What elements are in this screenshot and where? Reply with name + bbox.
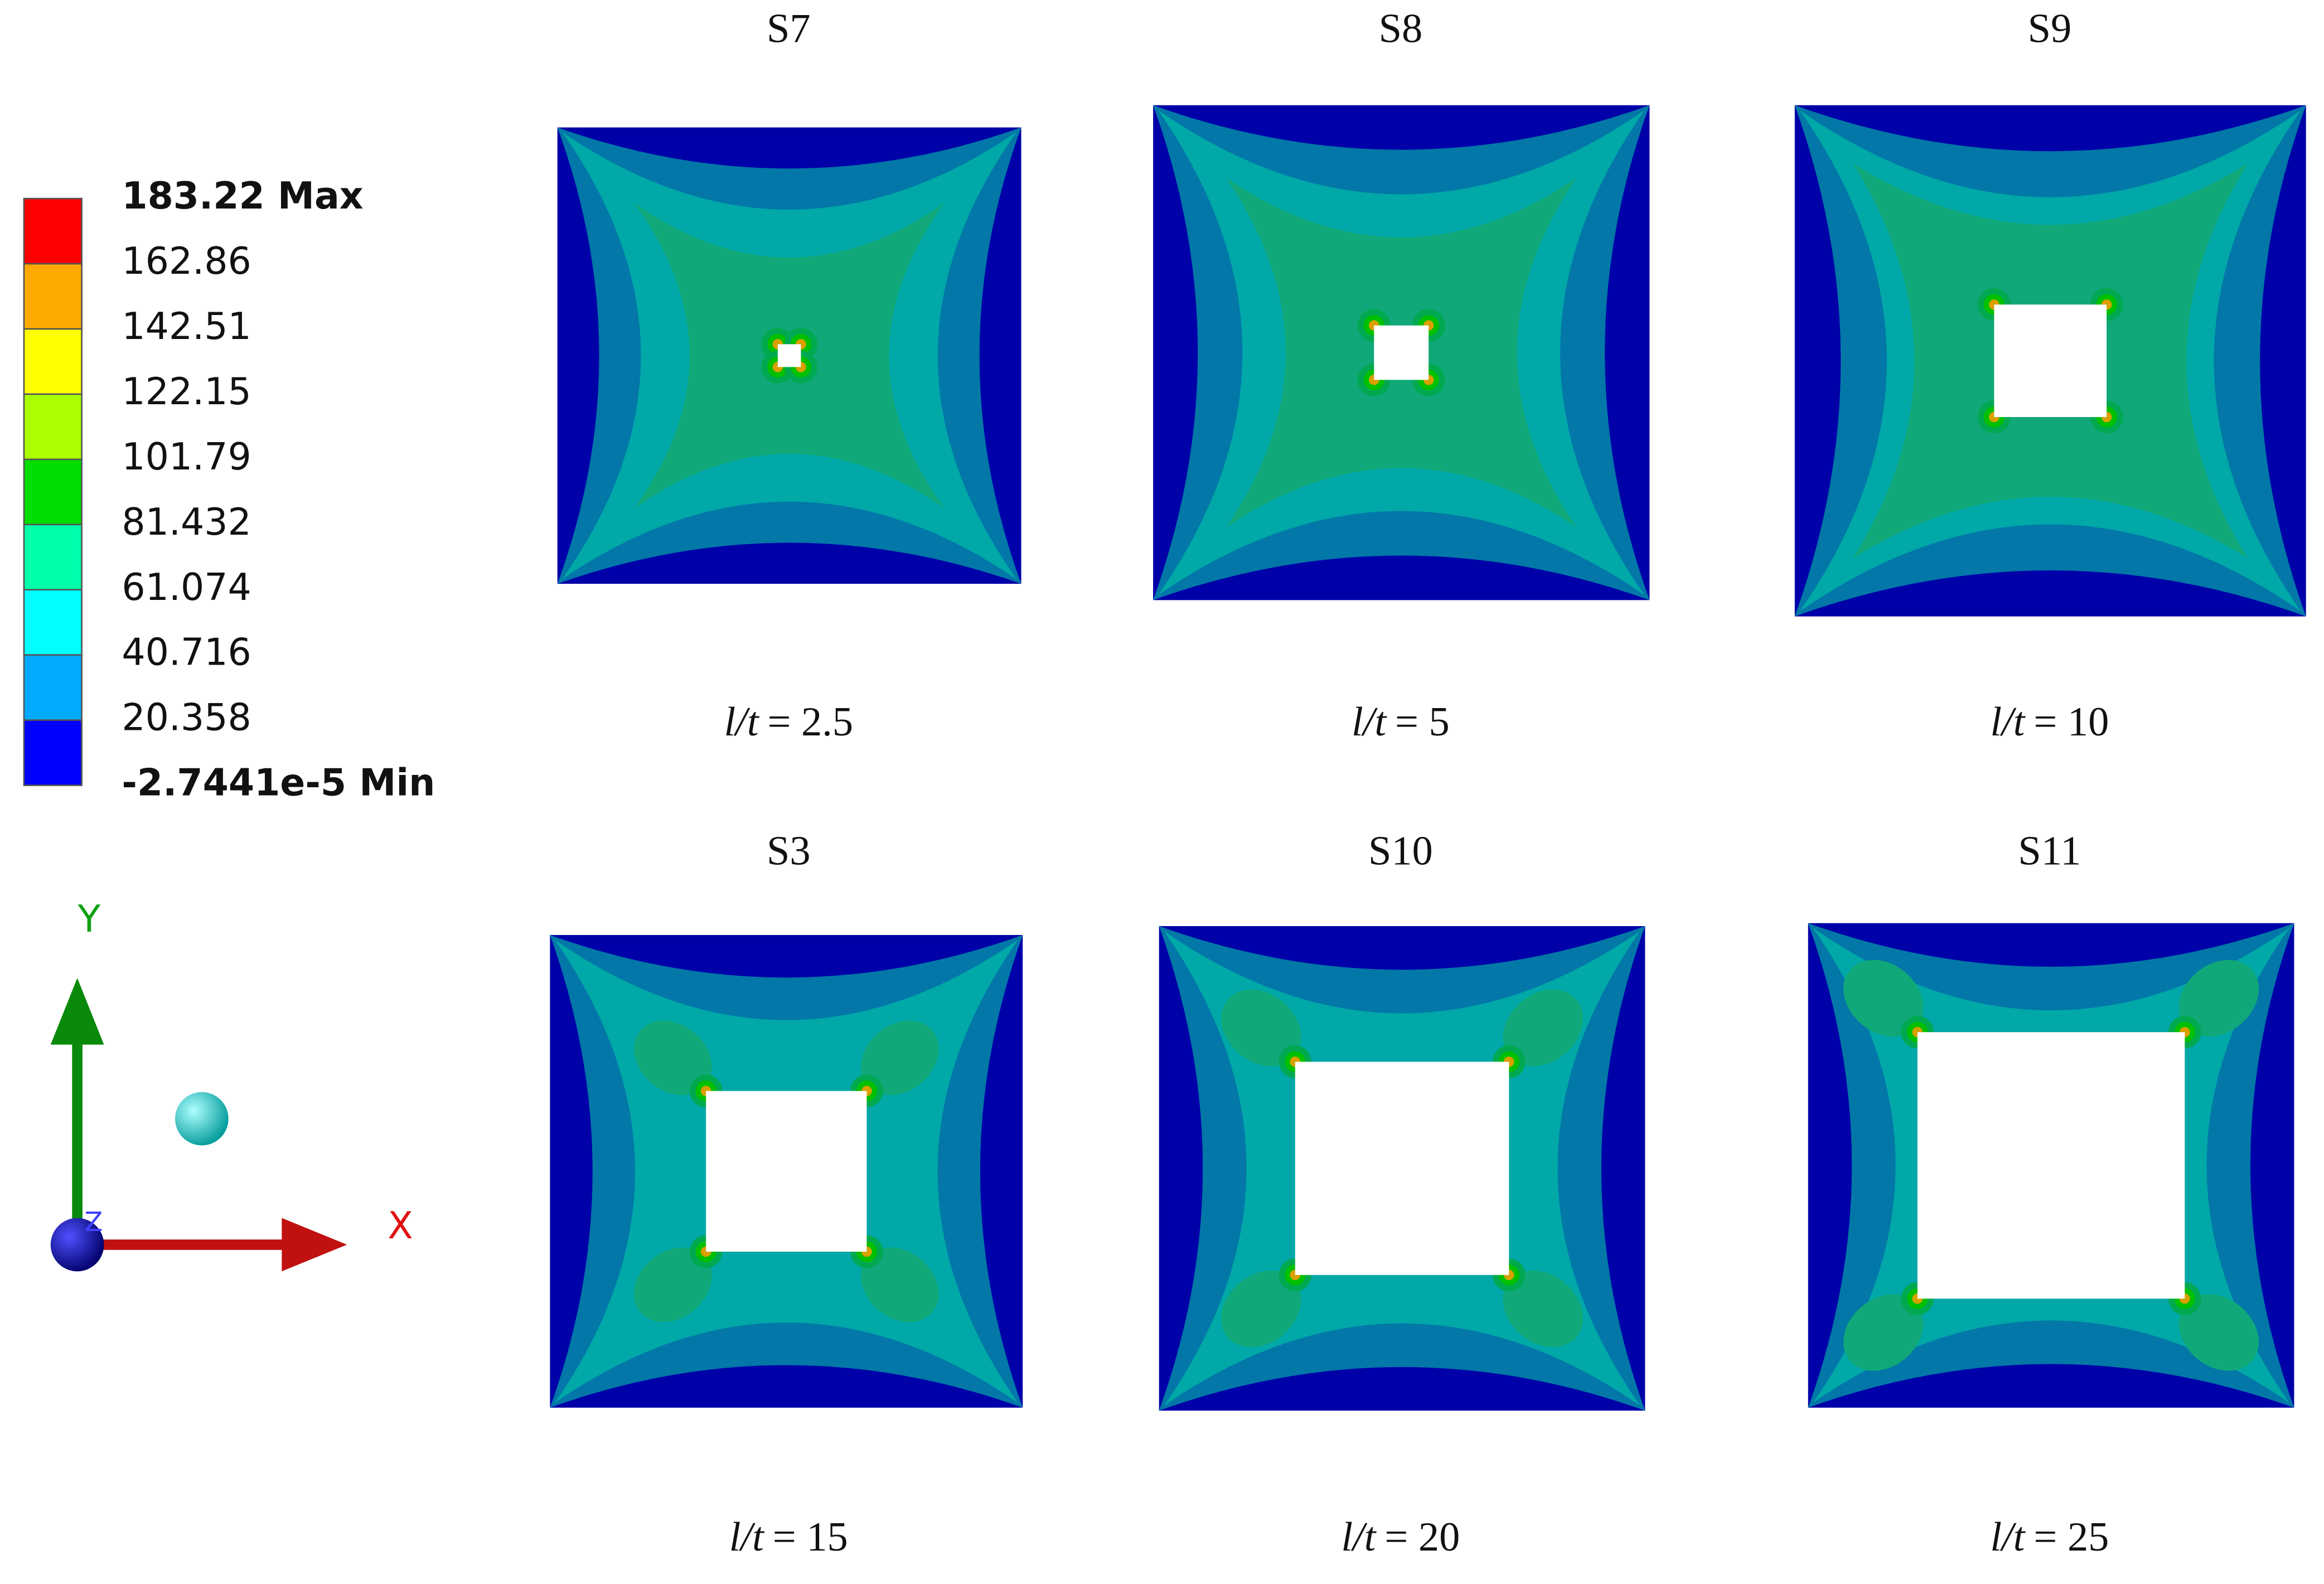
contour-plot [1159,926,1645,1411]
legend-swatch [23,524,83,591]
axes-triad: Y X Z [50,897,413,1272]
contour-plot [1808,923,2294,1408]
ratio-value: = 5 [1395,699,1450,745]
contour-plot [557,127,1021,584]
hole [1374,325,1429,380]
panel-caption: l/t = 5 [1352,699,1450,745]
contour-band [1503,989,1584,1067]
contour-plot [1153,105,1650,600]
y-axis-label: Y [78,897,101,941]
ratio-value: = 10 [2034,699,2109,745]
y-arrow-head [50,978,104,1045]
legend-label: 20.358 [122,696,251,739]
legend-label: 40.716 [122,631,251,674]
legend-swatch [23,393,83,461]
contour-band [1221,1270,1301,1348]
legend-swatch [23,719,83,786]
panel-caption: l/t = 25 [1990,1514,2109,1560]
panel-title: S11 [2018,829,2081,874]
legend-swatch [23,197,83,265]
contour-band [2178,1294,2259,1371]
legend-label: -2.7441e-5 Min [122,761,435,805]
legend-swatch [23,328,83,395]
ratio-symbol: l/t [724,699,760,745]
contour-plot [550,934,1023,1408]
hole [706,1091,867,1252]
contour-band [860,1020,939,1096]
x-axis-label: X [388,1204,413,1247]
hole [777,344,801,367]
legend-label: 101.79 [122,435,251,478]
legend-label: 183.22 Max [122,174,363,217]
contour-band [634,1247,712,1323]
panel-caption: l/t = 2.5 [724,699,854,745]
panel-caption: l/t = 20 [1341,1514,1460,1560]
contour-band [1503,1270,1584,1348]
contour-plot [1794,105,2306,617]
panel-title: S10 [1368,829,1433,874]
contour-band [860,1247,939,1323]
panel-title: S9 [2028,6,2072,52]
legend-swatch [23,458,83,526]
ratio-symbol: l/t [1352,699,1387,745]
contour-band [1843,1294,1924,1371]
hole [1994,304,2107,417]
legend-swatch [23,654,83,721]
panel-title: S3 [767,829,811,874]
legend-swatch [23,263,83,330]
legend-swatch [23,589,83,656]
ratio-symbol: l/t [1990,1514,2026,1560]
z-axis-sphere [50,1218,104,1272]
contour-band [2178,960,2259,1037]
legend-label: 122.15 [122,370,251,413]
panel-title: S8 [1379,6,1423,52]
contour-band [1221,989,1301,1067]
legend-label: 142.51 [122,304,251,348]
panel-caption: l/t = 10 [1990,699,2109,745]
ratio-symbol: l/t [1990,699,2026,745]
contour-band [634,1020,712,1096]
x-arrow-head [282,1218,347,1272]
legend-label: 81.432 [122,500,251,544]
ratio-symbol: l/t [1341,1514,1377,1560]
legend-label: 162.86 [122,239,251,283]
legend-label: 61.074 [122,565,251,609]
ratio-value: = 2.5 [767,699,853,745]
panel-caption: l/t = 15 [729,1514,848,1560]
ratio-value: = 25 [2034,1514,2109,1560]
ratio-value: = 20 [1384,1514,1460,1560]
ratio-symbol: l/t [729,1514,765,1560]
hole [1917,1032,2185,1299]
view-sphere [175,1092,229,1146]
panel-title: S7 [767,6,811,52]
hole [1295,1062,1509,1275]
contour-band [1843,960,1924,1037]
ratio-value: = 15 [773,1514,848,1560]
z-axis-label: Z [84,1207,103,1238]
